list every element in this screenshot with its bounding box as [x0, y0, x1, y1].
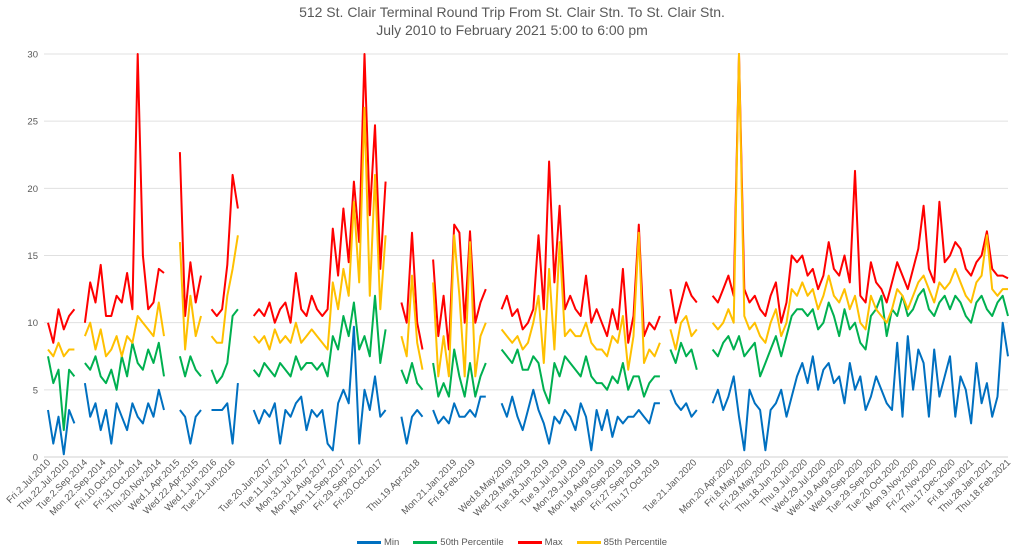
series-50th-percentile-line — [432, 348, 487, 398]
series-85th-percentile-line — [500, 231, 661, 371]
series-max-line — [178, 152, 202, 317]
legend-label-min: Min — [383, 537, 400, 548]
chart-subtitle: July 2010 to February 2021 5:00 to 6:00 … — [376, 22, 648, 38]
series-85th-percentile-line — [711, 53, 1008, 344]
series-max-line — [210, 173, 239, 317]
series-85th-percentile-line — [669, 315, 698, 351]
x-axis: Fri.2.Jul.2010Thu.22.Jul.2010Tue.2.Sep.2… — [5, 457, 1013, 519]
series-max-line — [711, 53, 1009, 324]
series-lines — [47, 53, 1009, 456]
legend-swatch-max — [517, 541, 542, 544]
series-85th-percentile-line — [83, 301, 165, 358]
legend-swatch-85th — [576, 541, 601, 544]
legend-label-50th: 50th Percentile — [440, 537, 504, 548]
series-85th-percentile — [47, 53, 1008, 378]
legend-swatch-50th — [413, 541, 438, 544]
series-85th-percentile-line — [432, 234, 487, 378]
series-50th-percentile-line — [252, 294, 387, 378]
series-50th-percentile — [47, 288, 1009, 432]
legend: Min 50th Percentile Max 85th Percentile — [0, 537, 1024, 548]
series-85th-percentile-line — [210, 235, 239, 344]
series-min-line — [432, 395, 486, 425]
series-50th-percentile-line — [711, 288, 1009, 378]
series-85th-percentile-line — [400, 274, 424, 370]
series-min-line — [711, 321, 1009, 452]
legend-item-min: Min — [356, 537, 400, 548]
y-axis: 0 5 10 15 20 25 30 — [27, 50, 38, 464]
series-50th-percentile-line — [47, 356, 76, 432]
legend-swatch-min — [356, 541, 381, 544]
series-max-line — [669, 281, 698, 324]
series-min-line — [179, 409, 202, 445]
series-max-line — [83, 53, 165, 323]
series-min-line — [47, 409, 76, 456]
series-max-line — [47, 308, 76, 344]
legend-item-50th: 50th Percentile — [413, 537, 504, 548]
series-50th-percentile-line — [500, 348, 660, 405]
series-max-line — [400, 231, 424, 350]
y-tick-label: 25 — [27, 117, 38, 128]
series-max-line — [500, 160, 661, 344]
series-max — [47, 53, 1009, 351]
series-85th-percentile-line — [47, 341, 75, 358]
y-tick-label: 5 — [33, 385, 38, 396]
legend-item-max: Max — [517, 537, 563, 548]
series-85th-percentile-line — [178, 242, 202, 351]
series-85th-percentile-line — [252, 106, 387, 351]
series-min — [47, 321, 1009, 456]
y-tick-label: 30 — [27, 50, 38, 61]
series-50th-percentile-line — [84, 341, 165, 391]
series-min-line — [669, 389, 698, 418]
y-tick-label: 10 — [27, 318, 38, 329]
series-min-line — [500, 388, 660, 452]
series-50th-percentile-line — [669, 341, 698, 370]
y-tick-label: 0 — [33, 453, 38, 464]
legend-item-85th: 85th Percentile — [576, 537, 667, 548]
y-tick-label: 15 — [27, 251, 38, 262]
series-min-line — [252, 325, 387, 452]
series-max-line — [252, 53, 387, 324]
legend-label-max: Max — [544, 537, 563, 548]
series-50th-percentile-line — [178, 355, 202, 378]
series-50th-percentile-line — [210, 308, 239, 385]
series-min-line — [83, 382, 165, 445]
legend-label-85th: 85th Percentile — [603, 537, 667, 548]
series-min-line — [211, 383, 239, 445]
series-min-line — [400, 409, 424, 445]
chart-title: 512 St. Clair Terminal Round Trip From S… — [299, 4, 725, 20]
series-50th-percentile-line — [400, 362, 424, 391]
series-max-line — [432, 223, 487, 351]
y-tick-label: 20 — [27, 184, 38, 195]
